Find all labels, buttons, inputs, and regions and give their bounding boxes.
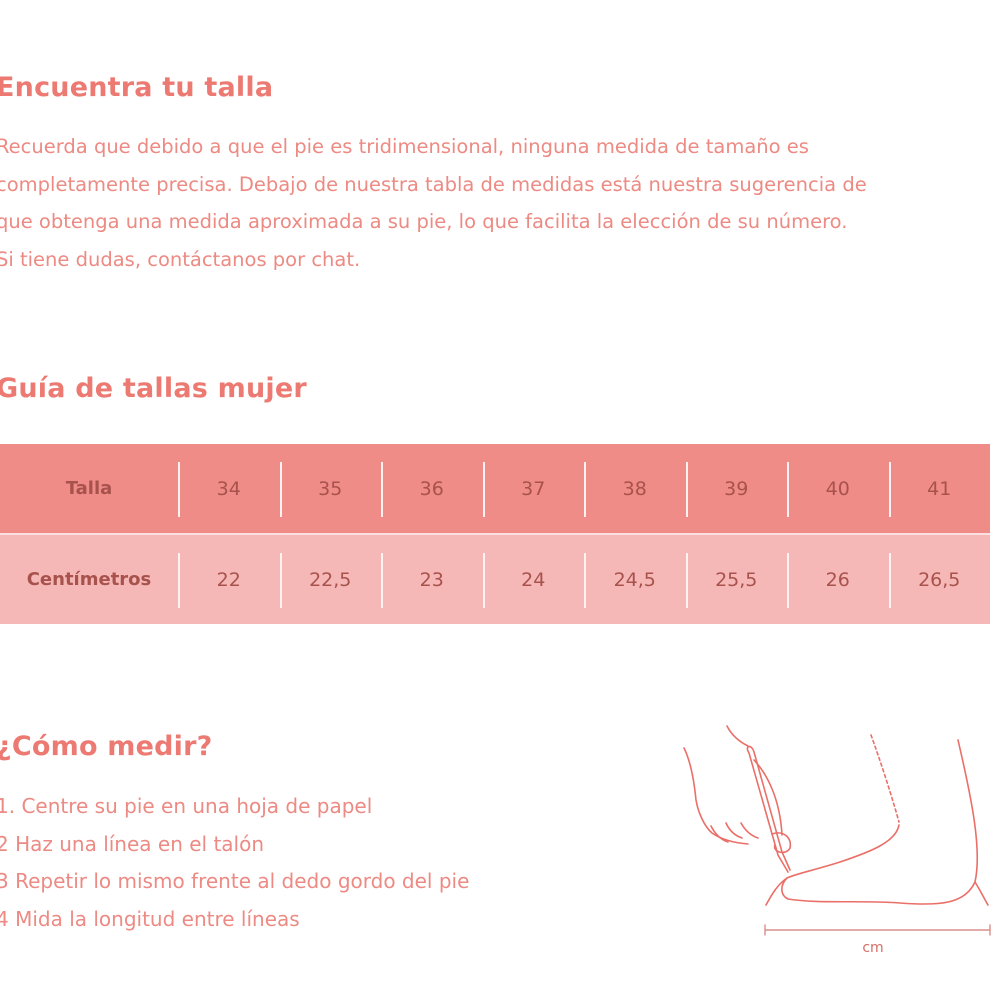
pen-thumb [753,759,792,854]
heel-mark [974,881,989,906]
table-cell: 22 [178,534,280,624]
row-label: Centímetros [0,534,178,624]
ruler [764,924,991,936]
paragraph-line: Si tiene dudas, contáctanos por chat. [0,247,361,271]
hand-outline [683,747,749,845]
table-cell: 26,5 [888,534,990,624]
list-item: 4 Mida la longitud entre líneas [0,906,300,931]
wrist-line [726,725,749,747]
table-cell: 38 [584,444,686,535]
table-cell: 37 [482,444,584,535]
size-table: Talla 34 35 36 37 38 39 40 41 Centímetro… [0,444,990,624]
row-label: Talla [0,444,178,535]
steps-list: 1. Centre su pie en una hoja de papel 2 … [0,788,469,938]
table-cell: 26 [787,534,889,624]
paragraph-line: que obtenga una medida aproximada a su p… [0,210,848,233]
cm-label: cm [862,940,883,956]
foot-top [786,824,900,879]
table-cell: 34 [178,444,280,535]
table-cell: 41 [888,444,990,535]
list-item: 3 Repetir lo mismo frente al dedo gordo … [0,869,470,893]
table-cell: 22,5 [279,534,381,624]
intro-paragraph: Recuerda que debido a que el pie es trid… [0,128,996,278]
list-item: 2 Haz una línea en el talón [0,831,265,856]
list-item: 1. Centre su pie en una hoja de papel [0,794,373,818]
leg-front [870,734,900,823]
page-title: Encuentra tu talla [0,72,274,103]
table-cell: 35 [279,444,381,535]
paragraph-line: Recuerda que debido a que el pie es trid… [0,135,809,158]
table-row-size: Talla 34 35 36 37 38 39 40 41 [0,444,990,535]
foot-sole [765,739,979,906]
table-cell: 25,5 [685,534,787,624]
table-cell: 24,5 [584,534,686,624]
finger-lines [710,822,759,843]
table-cell: 39 [685,444,787,535]
table-cell: 24 [482,534,584,624]
size-guide-title: Guía de tallas mujer [0,373,307,404]
table-cell: 40 [787,444,889,535]
paragraph-line: completamente precisa. Debajo de nuestra… [0,172,867,196]
table-row-cm: Centímetros 22 22,5 23 24 24,5 25,5 26 2… [0,534,990,624]
pen [746,745,791,873]
how-to-title: ¿Cómo medir? [0,731,213,762]
table-cell: 23 [381,534,483,624]
table-cell: 36 [381,444,483,535]
